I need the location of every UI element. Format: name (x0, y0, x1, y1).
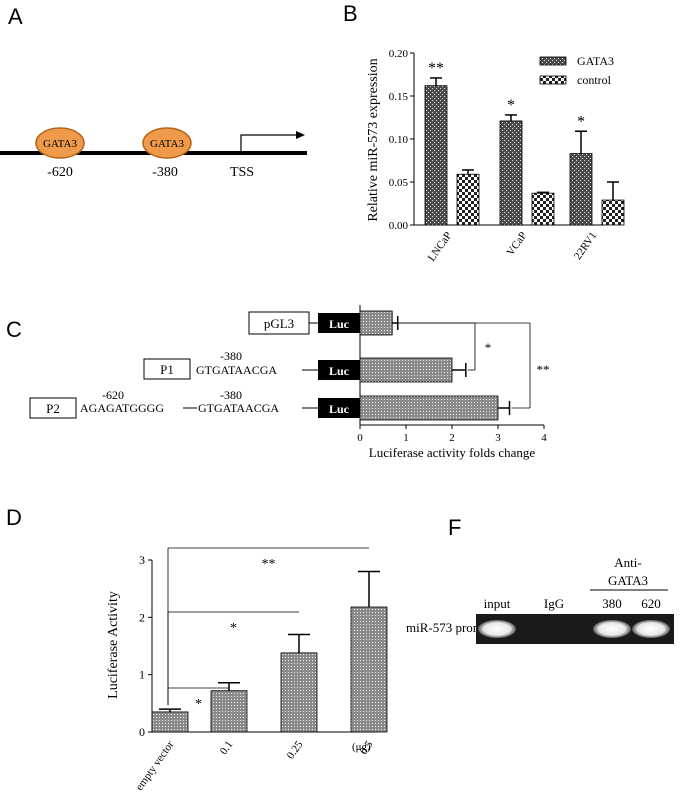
chart-d-bar-2 (280, 652, 318, 733)
luc-label-p1: Luc (329, 364, 350, 378)
lane-label-380: 380 (602, 596, 622, 611)
chart-c-xtick-label: 3 (495, 432, 501, 444)
tss-label: TSS (230, 165, 254, 180)
chart-d-significance: * (230, 621, 237, 636)
chart-c-xtick-label: 1 (403, 432, 409, 444)
chart-d-xtick-label: empty vector (134, 739, 177, 793)
chart-d-significance: ** (262, 557, 276, 572)
chart-d-bar-3 (350, 606, 388, 733)
chart-b-ytick-label: 0.00 (389, 220, 409, 232)
chart-d-significance: * (195, 697, 202, 712)
construct-box-p2 (29, 397, 77, 419)
chart-b-ylabel: Relative miR-573 expression (366, 58, 381, 221)
chart-c-significance: * (485, 340, 492, 355)
chart-d-ytick-label: 1 (139, 668, 145, 682)
gata3-site-1-label: GATA3 (43, 138, 77, 150)
chart-d-ylabel: Luciferase Activity (106, 591, 121, 699)
antibody-label-line1: Anti- (614, 555, 641, 570)
gata3-site-2-position: -380 (152, 165, 178, 180)
p2-sequence-2: GTGATAACGA (198, 401, 279, 415)
chart-b-ytick-label: 0.15 (389, 91, 409, 103)
lane-label-igg: IgG (544, 596, 564, 611)
chart-c-bar-p2 (359, 395, 499, 421)
legend-swatch-control (539, 75, 567, 85)
chart-b-xtick-label: LNCaP (426, 230, 455, 264)
legend-label-control: control (577, 73, 612, 87)
panel-letter-c: C (6, 317, 22, 342)
legend-swatch-gata3 (539, 56, 567, 66)
chart-c-bar-pgl3 (359, 310, 393, 336)
tss-arrow (240, 134, 296, 151)
luc-label-p2: Luc (329, 402, 350, 416)
construct-name-p1: P1 (160, 362, 174, 377)
gata3-site-2-label: GATA3 (150, 138, 184, 150)
chart-b-significance: * (577, 113, 585, 130)
chart-b-bar-control-22rv1 (601, 199, 625, 226)
chart-d-xtick-label: 0.1 (218, 739, 236, 757)
p2-position-2: -380 (220, 388, 242, 402)
chart-c-significance: ** (537, 362, 550, 377)
construct-box-p1 (143, 358, 191, 380)
chart-b-ytick-label: 0.05 (389, 177, 409, 189)
panel-d: D Luciferase Activity 0 1 2 3 empty vector 0… (6, 505, 388, 793)
lane-label-620: 620 (641, 596, 661, 611)
chart-c-xlabel: Luciferase activity folds change (369, 445, 536, 460)
chart-d-bar-0 (151, 711, 189, 733)
panel-letter-d: D (6, 505, 22, 530)
chart-d-ytick-label: 0 (139, 725, 145, 739)
chart-d-unit: (μg) (352, 741, 371, 753)
chart-b-bar-gata3-lncap (424, 85, 448, 226)
chart-b-xtick-label: VCaP (505, 230, 530, 258)
chart-b-xtick-label: 22RV1 (572, 230, 600, 262)
panel-letter-f: F (448, 515, 461, 540)
tss-arrowhead (296, 131, 305, 139)
chart-d-bar-1 (210, 690, 248, 733)
luc-box-pgl3 (318, 313, 360, 333)
chart-b-significance: * (507, 97, 515, 114)
chart-d-ytick-label: 3 (139, 553, 145, 567)
chart-c-bar-p1 (359, 357, 453, 383)
chart-b-legend: GATA3 control (539, 54, 614, 87)
chart-b-bar-control-lncap (456, 173, 480, 226)
panel-f: F Anti- GATA3 input IgG 380 620 miR-573 … (406, 515, 674, 644)
construct-name-p2: P2 (46, 401, 60, 416)
antibody-label-line2: GATA3 (608, 573, 648, 588)
p1-position: -380 (220, 349, 242, 363)
luc-label-pgl3: Luc (329, 317, 350, 331)
chart-d-ytick-label: 2 (139, 610, 145, 624)
gata3-site-1 (35, 127, 85, 159)
panel-c: C pGL3 Luc P1 -380 GTGATAACGA Luc P2 -62… (6, 305, 550, 460)
luc-box-p2 (318, 398, 360, 418)
p2-sequence-1: AGAGATGGGG (80, 401, 164, 415)
chart-b-significance: ** (428, 60, 444, 77)
panel-a: A GATA3 -620 GATA3 -380 TSS (0, 4, 307, 180)
panel-letter-b: B (343, 1, 358, 26)
lane-label-input: input (484, 596, 511, 611)
gel-band-input (478, 620, 516, 638)
gel-band-380 (593, 620, 631, 638)
p1-sequence: GTGATAACGA (196, 363, 277, 377)
gata3-site-2 (142, 127, 192, 159)
chart-c-xtick-label: 4 (541, 432, 547, 444)
chart-b-bar-gata3-22rv1 (569, 153, 593, 226)
chart-b-ytick-label: 0.20 (389, 48, 409, 60)
legend-label-gata3: GATA3 (577, 54, 614, 68)
p2-position-1: -620 (102, 388, 124, 402)
luc-box-p1 (318, 360, 360, 380)
chart-d-xtick-label: 0.25 (285, 738, 306, 761)
panel-letter-a: A (8, 4, 23, 29)
gata3-site-1-position: -620 (47, 165, 73, 180)
chart-b-bar-gata3-vcap (499, 120, 523, 226)
chart-c-xtick-label: 2 (449, 432, 455, 444)
panel-b: B Relative miR-573 expression 0.00 0.05 0.… (343, 1, 625, 264)
chart-b-bar-control-vcap (531, 192, 555, 226)
chart-b-ytick-label: 0.10 (389, 134, 409, 146)
gel-band-620 (632, 620, 670, 638)
chart-c-xtick-label: 0 (357, 432, 363, 444)
construct-name-pgl3: pGL3 (264, 316, 294, 331)
